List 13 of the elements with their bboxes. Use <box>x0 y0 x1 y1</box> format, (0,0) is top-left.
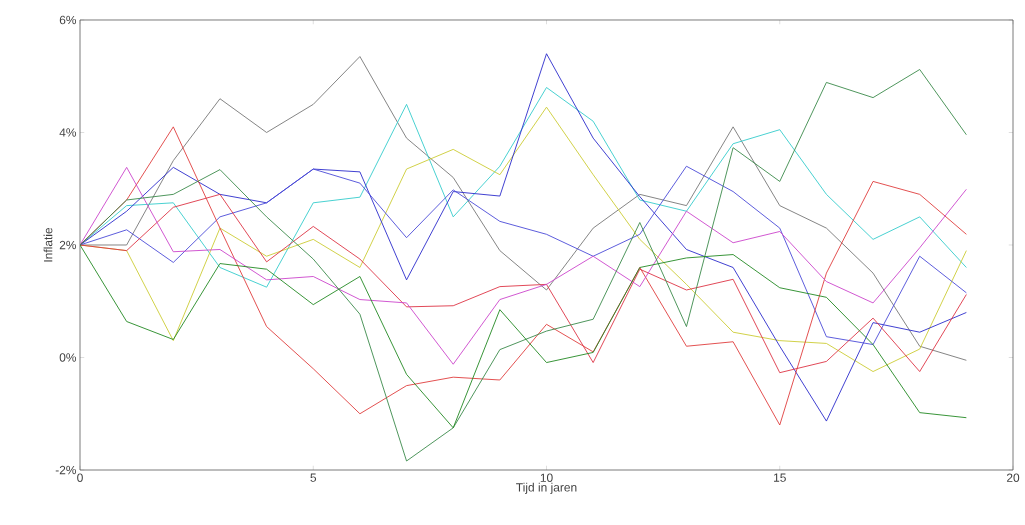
x-tick-label: 10 <box>540 473 553 482</box>
y-tick-label: 6% <box>59 15 77 25</box>
line-series <box>80 244 967 429</box>
y-tick-label: -2% <box>55 465 77 475</box>
x-tick-label: 0 <box>77 473 83 482</box>
x-tick-label: 15 <box>774 473 786 482</box>
y-axis-title: Inflatie <box>43 227 53 262</box>
x-axis-title: Tijd in jaren <box>516 482 577 494</box>
y-tick-label: 2% <box>59 240 77 250</box>
x-tick-label: 20 <box>1006 473 1020 482</box>
x-tick-label: 5 <box>310 473 317 482</box>
y-tick-label: 0% <box>59 353 77 362</box>
y-tick-label: 4% <box>59 128 77 137</box>
